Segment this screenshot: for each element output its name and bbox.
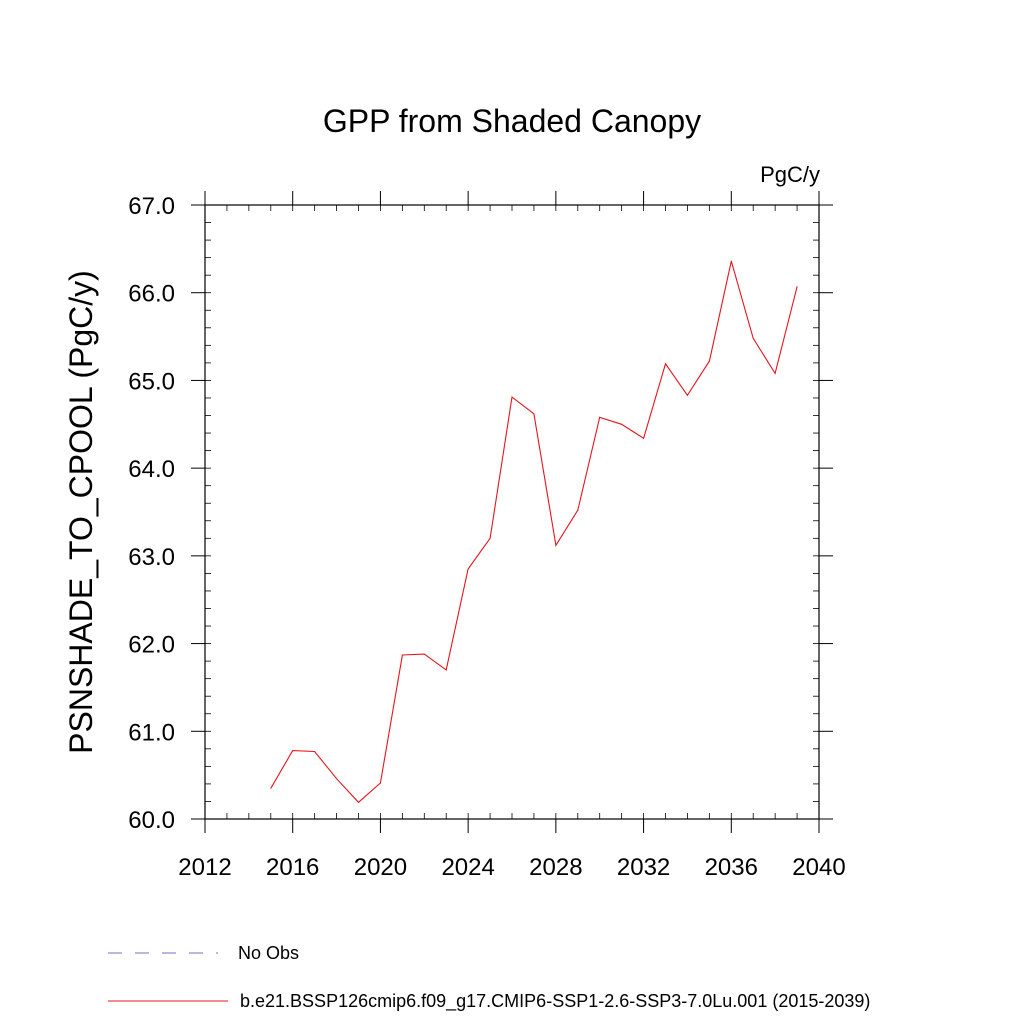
data-point bbox=[621, 423, 623, 425]
data-series bbox=[270, 260, 798, 804]
y-tick-label: 60.0 bbox=[128, 807, 175, 834]
data-point bbox=[511, 396, 513, 398]
legend-no-obs-label: No Obs bbox=[238, 943, 299, 963]
x-tick-label: 2040 bbox=[792, 854, 845, 881]
data-point bbox=[599, 416, 601, 418]
data-point bbox=[379, 782, 381, 784]
legend: No Obs b.e21.BSSP126cmip6.f09_g17.CMIP6-… bbox=[108, 943, 870, 1012]
y-tick-label: 66.0 bbox=[128, 281, 175, 308]
series-line bbox=[270, 260, 798, 804]
y-tick-label: 65.0 bbox=[128, 368, 175, 395]
y-tick-label: 61.0 bbox=[128, 719, 175, 746]
data-point bbox=[270, 787, 272, 789]
data-point bbox=[774, 372, 776, 374]
data-point bbox=[292, 750, 294, 752]
legend-series-label: b.e21.BSSP126cmip6.f09_g17.CMIP6-SSP1-2.… bbox=[240, 991, 870, 1012]
x-tick-label: 2016 bbox=[266, 854, 319, 881]
data-point bbox=[555, 544, 557, 546]
data-point bbox=[708, 360, 710, 362]
y-axis: 60.0 61.0 62.0 63.0 64.0 65.0 66.0 67.0 bbox=[128, 193, 833, 834]
x-axis: 2012 2016 2020 2024 2028 2032 2036 2040 bbox=[178, 191, 846, 881]
data-point bbox=[445, 669, 447, 671]
data-point bbox=[577, 509, 579, 511]
data-point bbox=[730, 260, 732, 262]
data-point bbox=[752, 337, 754, 339]
x-tick-label: 2020 bbox=[354, 854, 407, 881]
data-point bbox=[643, 437, 645, 439]
x-tick-label: 2012 bbox=[178, 854, 231, 881]
data-point bbox=[467, 568, 469, 570]
data-point bbox=[314, 750, 316, 752]
x-tick-label: 2024 bbox=[441, 854, 494, 881]
data-point bbox=[489, 537, 491, 539]
data-point bbox=[401, 654, 403, 656]
data-point bbox=[796, 286, 798, 288]
y-axis-label: PSNSHADE_TO_CPOOL (PgC/y) bbox=[63, 270, 99, 754]
data-point bbox=[686, 394, 688, 396]
x-tick-label: 2032 bbox=[617, 854, 670, 881]
minor-ticks bbox=[204, 204, 820, 820]
x-tick-label: 2028 bbox=[529, 854, 582, 881]
x-tick-label: 2036 bbox=[705, 854, 758, 881]
y-tick-label: 67.0 bbox=[128, 193, 175, 220]
y-tick-label: 63.0 bbox=[128, 544, 175, 571]
data-point bbox=[665, 363, 666, 365]
data-point bbox=[336, 778, 338, 780]
data-point bbox=[423, 653, 425, 655]
chart-units: PgC/y bbox=[760, 162, 820, 187]
y-tick-label: 64.0 bbox=[128, 456, 175, 483]
data-point bbox=[533, 413, 535, 415]
y-tick-label: 62.0 bbox=[128, 632, 175, 659]
chart-title: GPP from Shaded Canopy bbox=[323, 103, 701, 139]
data-point bbox=[358, 801, 359, 803]
plot-frame bbox=[204, 204, 820, 820]
